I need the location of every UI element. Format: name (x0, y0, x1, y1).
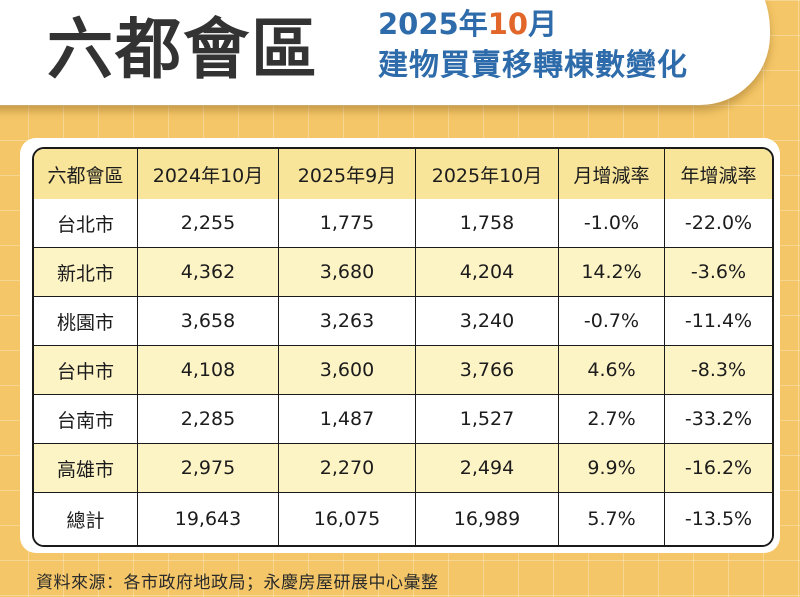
cell-sep-2025: 3,680 (279, 248, 416, 297)
cell-city: 高雄市 (34, 444, 138, 493)
column-header-oct-2024: 2024年10月 (138, 149, 279, 199)
cell-oct-2025: 4,204 (416, 248, 559, 297)
subtitle-month: 10 (487, 7, 529, 41)
cell-city: 桃園市 (34, 297, 138, 346)
cell-sep-2025: 16,075 (279, 493, 416, 545)
cell-oct-2024: 2,255 (138, 199, 279, 248)
cell-mom: 9.9% (559, 444, 665, 493)
table-row: 台北市 2,255 1,775 1,758 -1.0% -22.0% (34, 199, 772, 248)
cell-oct-2024: 4,362 (138, 248, 279, 297)
cell-mom: 2.7% (559, 395, 665, 444)
subtitle-month-suffix: 月 (528, 7, 558, 41)
cell-mom: -0.7% (559, 297, 665, 346)
cell-yoy: -16.2% (665, 444, 772, 493)
cell-city: 新北市 (34, 248, 138, 297)
cell-sep-2025: 1,487 (279, 395, 416, 444)
cell-city: 總計 (34, 493, 138, 545)
cell-city: 台中市 (34, 346, 138, 395)
cell-yoy: -33.2% (665, 395, 772, 444)
cell-oct-2024: 19,643 (138, 493, 279, 545)
subtitle-year: 2025年 (378, 7, 488, 41)
table-row: 台中市 4,108 3,600 3,766 4.6% -8.3% (34, 346, 772, 395)
cell-yoy: -11.4% (665, 297, 772, 346)
cell-mom: 14.2% (559, 248, 665, 297)
cell-city: 台南市 (34, 395, 138, 444)
cell-sep-2025: 1,775 (279, 199, 416, 248)
main-title: 六都會區 (47, 11, 319, 88)
column-header-mom-change: 月增減率 (559, 149, 665, 199)
cell-mom: 4.6% (559, 346, 665, 395)
cell-city: 台北市 (34, 199, 138, 248)
table-header-row: 六都會區 2024年10月 2025年9月 2025年10月 月增減率 年增減率 (34, 149, 772, 199)
cell-mom: 5.7% (559, 493, 665, 545)
cell-yoy: -13.5% (665, 493, 772, 545)
table-total-row: 總計 19,643 16,075 16,989 5.7% -13.5% (34, 493, 772, 545)
column-header-oct-2025: 2025年10月 (416, 149, 559, 199)
cell-sep-2025: 3,600 (279, 346, 416, 395)
cell-oct-2024: 3,658 (138, 297, 279, 346)
cell-sep-2025: 3,263 (279, 297, 416, 346)
cell-oct-2025: 1,527 (416, 395, 559, 444)
cell-yoy: -22.0% (665, 199, 772, 248)
cell-yoy: -3.6% (665, 248, 772, 297)
subtitle: 2025年10月 建物買賣移轉棟數變化 (378, 4, 688, 88)
table-row: 新北市 4,362 3,680 4,204 14.2% -3.6% (34, 248, 772, 297)
data-source-note: 資料來源：各市政府地政局；永慶房屋研展中心彙整 (36, 573, 439, 593)
column-header-yoy-change: 年增減率 (665, 149, 772, 199)
cell-yoy: -8.3% (665, 346, 772, 395)
table-row: 桃園市 3,658 3,263 3,240 -0.7% -11.4% (34, 297, 772, 346)
cell-oct-2024: 4,108 (138, 346, 279, 395)
transfer-table: 六都會區 2024年10月 2025年9月 2025年10月 月增減率 年增減率… (32, 147, 774, 547)
header-banner (0, 0, 770, 105)
table-row: 台南市 2,285 1,487 1,527 2.7% -33.2% (34, 395, 772, 444)
cell-oct-2025: 2,494 (416, 444, 559, 493)
cell-sep-2025: 2,270 (279, 444, 416, 493)
cell-oct-2025: 16,989 (416, 493, 559, 545)
cell-oct-2025: 3,240 (416, 297, 559, 346)
cell-oct-2025: 3,766 (416, 346, 559, 395)
column-header-region: 六都會區 (34, 149, 138, 199)
cell-oct-2025: 1,758 (416, 199, 559, 248)
table-row: 高雄市 2,975 2,270 2,494 9.9% -16.2% (34, 444, 772, 493)
cell-oct-2024: 2,975 (138, 444, 279, 493)
subtitle-description: 建物買賣移轉棟數變化 (378, 48, 688, 83)
cell-mom: -1.0% (559, 199, 665, 248)
column-header-sep-2025: 2025年9月 (279, 149, 416, 199)
cell-oct-2024: 2,285 (138, 395, 279, 444)
subtitle-date: 2025年10月 (378, 4, 688, 44)
